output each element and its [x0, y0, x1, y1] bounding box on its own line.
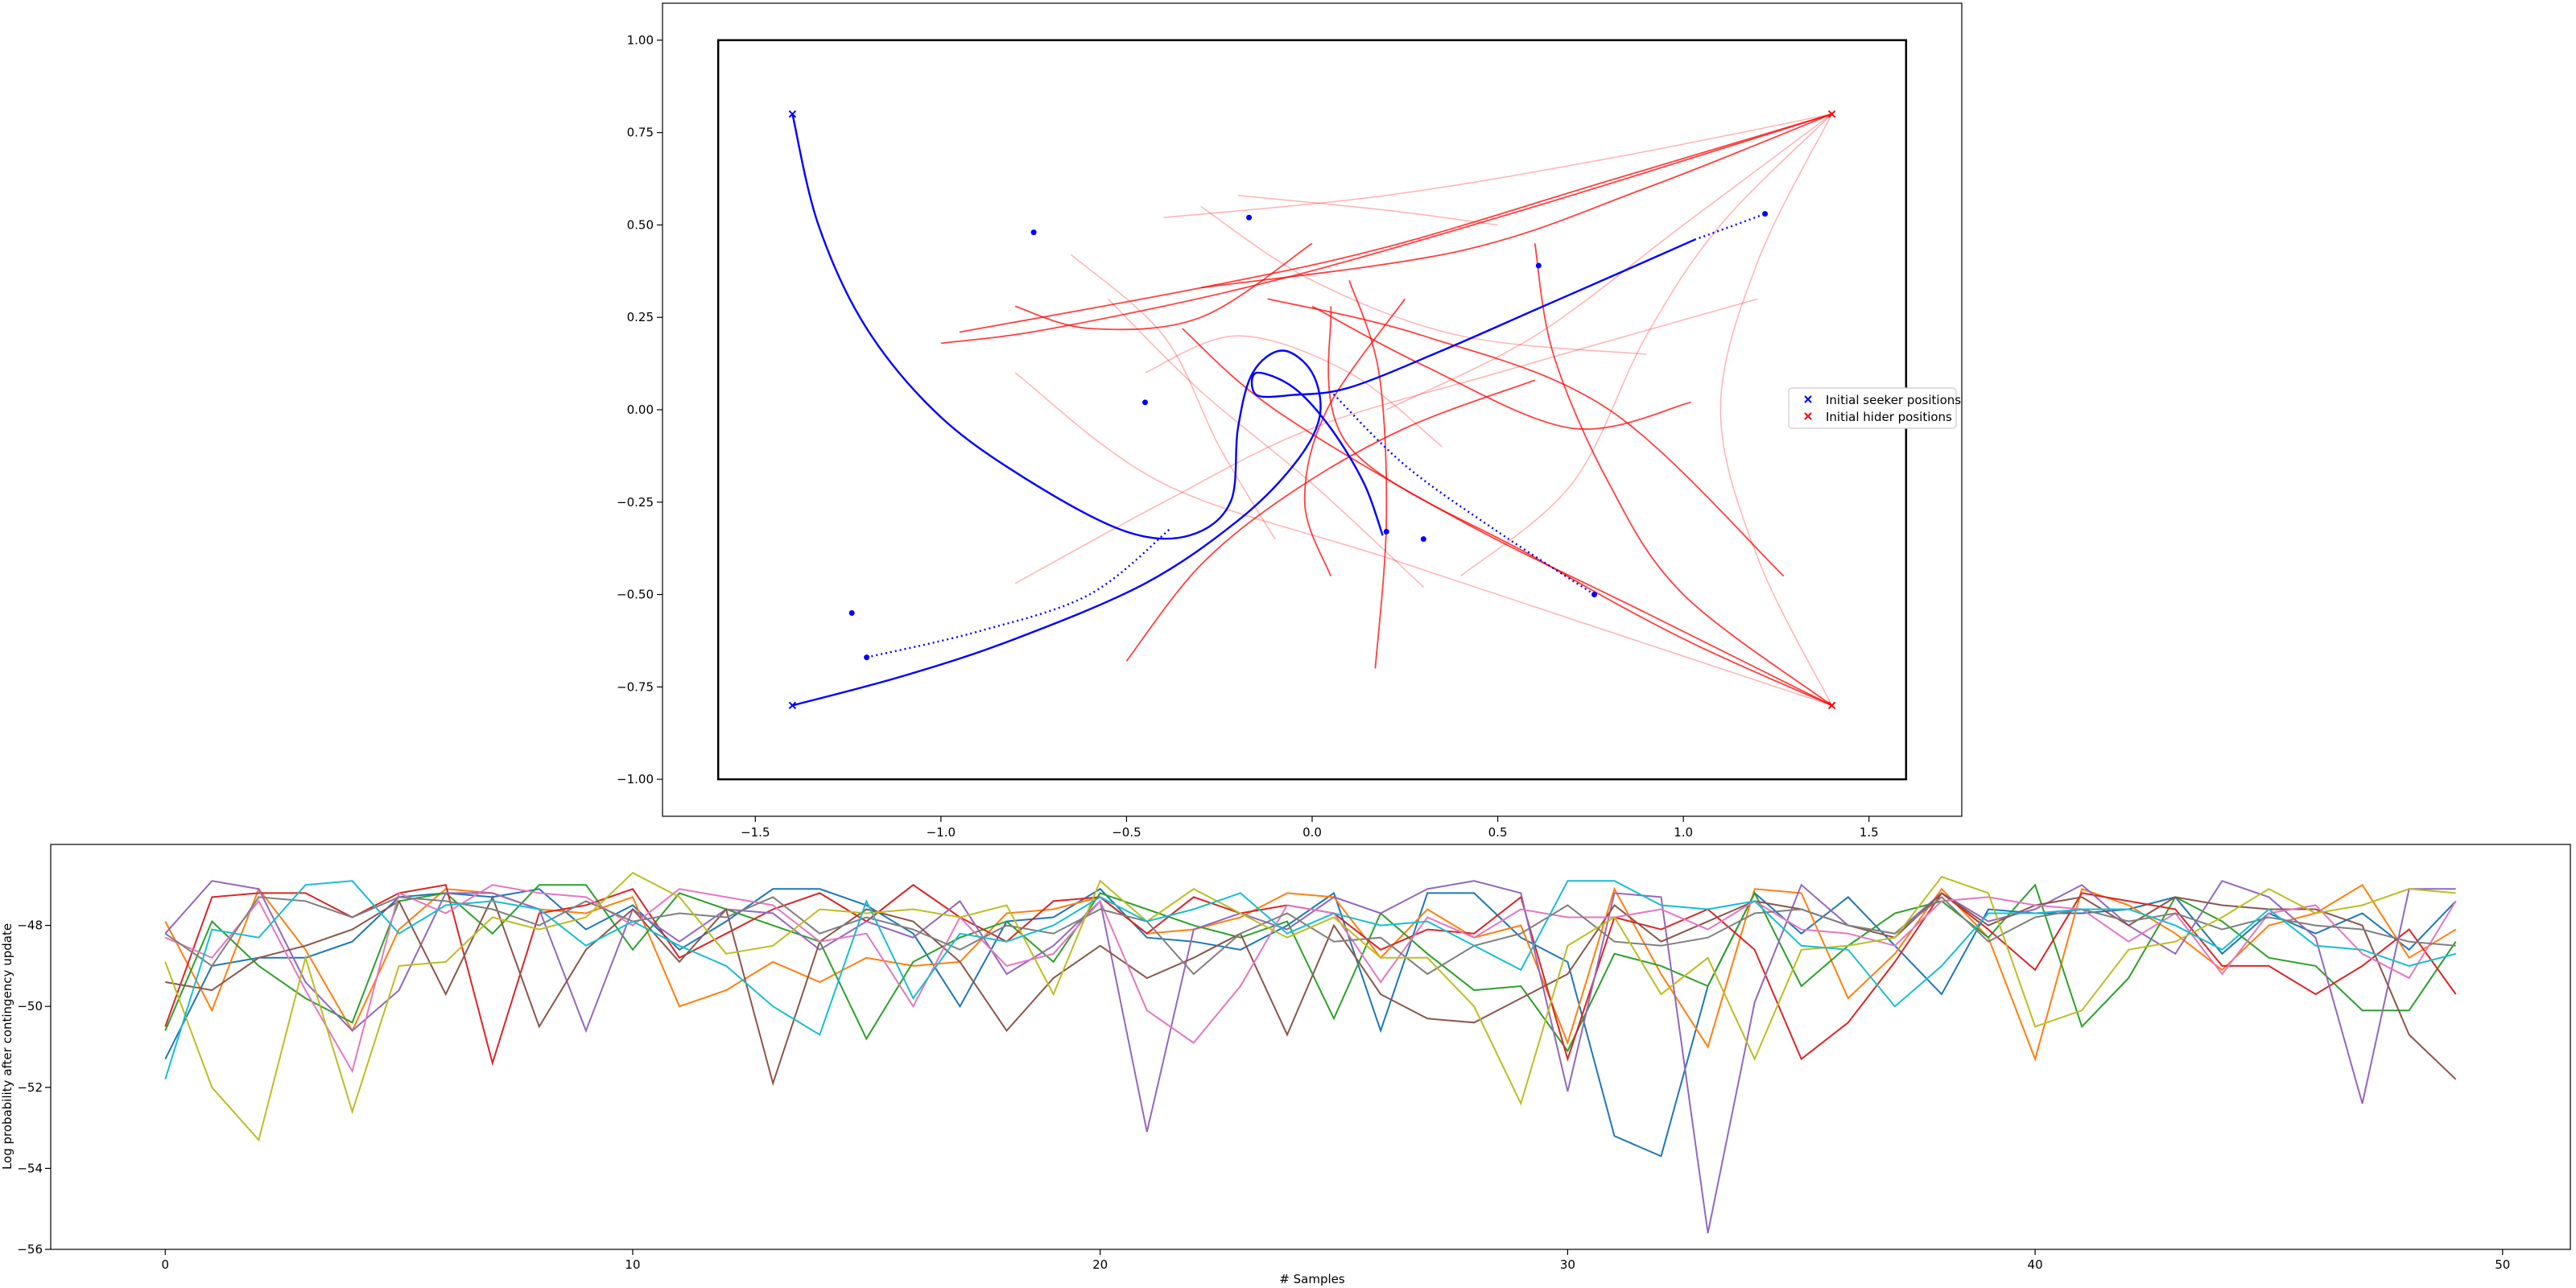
- legend: Initial seeker positions Initial hider p…: [1788, 387, 1961, 429]
- hider-path: [1267, 298, 1785, 577]
- hider-path: [940, 113, 1832, 345]
- legend-box: [1788, 387, 1957, 429]
- seeker-point: [1246, 214, 1253, 221]
- series-line: [165, 892, 2457, 1087]
- seeker-path: [791, 114, 1322, 707]
- seeker-point: [848, 610, 855, 616]
- x-tick-label: 0: [161, 1257, 169, 1272]
- hider-path-faint: [1163, 113, 1832, 219]
- x-tick-label: 40: [2028, 1257, 2043, 1272]
- log-probability-chart: 0 10 20 30 40 50 −48 −50 −52 −54 −56 # Samples Lo…: [0, 844, 2571, 1286]
- y-tick-label: −1.00: [617, 772, 654, 786]
- initial-hider-marker: [1827, 110, 1836, 118]
- y-tick-label: 0.00: [627, 402, 654, 417]
- legend-entry-hider: Initial hider positions: [1804, 410, 1952, 424]
- seeker-path-dotted: [1694, 213, 1766, 241]
- legend-hider-marker: [1804, 412, 1812, 420]
- log-probability-x-ticks: 0 10 20 30 40 50: [161, 1249, 2510, 1272]
- legend-entry-seeker: Initial seeker positions: [1804, 393, 1961, 407]
- initial-position-markers: [788, 110, 1836, 709]
- hider-path-faint: [1200, 205, 1647, 355]
- seeker-point: [1762, 211, 1769, 217]
- x-tick-label: 50: [2495, 1257, 2510, 1272]
- y-tick-label: 0.50: [627, 217, 654, 232]
- legend-seeker-marker: [1804, 395, 1812, 403]
- y-tick-label: −56: [17, 1242, 43, 1257]
- hider-path: [1303, 298, 1406, 576]
- y-tick-label: −0.50: [617, 588, 654, 602]
- seeker-point: [864, 654, 870, 661]
- series-line: [164, 883, 2457, 1053]
- x-tick-label: 1.0: [1674, 825, 1693, 840]
- hider-path: [1014, 242, 1313, 331]
- hider-path-faint: [1237, 194, 1498, 226]
- x-tick-label: 20: [1092, 1257, 1108, 1272]
- trajectory-x-ticks: −1.5 −1.0 −0.5 0.0 0.5 1.0 1.5: [741, 816, 1879, 840]
- hider-path: [1348, 280, 1388, 669]
- hider-path: [1327, 306, 1832, 707]
- x-tick-label: 1.5: [1860, 825, 1879, 840]
- log-probability-series: [164, 871, 2457, 1234]
- seeker-point: [1141, 399, 1148, 406]
- x-tick-label: 10: [625, 1257, 640, 1272]
- hider-path-faint: [1145, 335, 1443, 448]
- initial-seeker-marker: [788, 110, 797, 118]
- series-line: [164, 880, 2456, 1080]
- initial-seeker-marker: [788, 701, 797, 709]
- y-tick-label: 0.75: [627, 126, 654, 140]
- seeker-path-dotted: [866, 526, 1172, 658]
- legend-hider-label: Initial hider positions: [1826, 410, 1952, 424]
- hider-path-faint: [1719, 114, 1833, 706]
- series-line: [164, 884, 2457, 1074]
- seeker-point: [1383, 529, 1389, 535]
- x-tick-label: 0.0: [1302, 825, 1322, 840]
- series-line: [164, 871, 2456, 1142]
- x-tick-label: −1.5: [741, 825, 770, 840]
- hider-path-faint: [1460, 114, 1833, 577]
- y-tick-label: 0.25: [627, 310, 654, 324]
- hider-path: [1125, 379, 1536, 662]
- y-axis-label: Log probability after contingency update: [0, 923, 14, 1170]
- initial-hider-marker: [1827, 701, 1836, 709]
- seeker-path: [1250, 238, 1695, 536]
- hider-path-faint: [1385, 114, 1833, 411]
- y-tick-label: −54: [17, 1161, 43, 1175]
- seeker-point: [1420, 536, 1426, 543]
- y-tick-label: −50: [17, 999, 43, 1013]
- y-tick-label: 1.00: [627, 33, 654, 47]
- trajectory-chart: −1.5 −1.0 −0.5 0.0 0.5 1.0 1.5 1.00 0.75 0.50 0.2…: [617, 2, 1963, 840]
- x-axis-label: # Samples: [1279, 1272, 1345, 1286]
- hider-paths-faint: [1014, 113, 1833, 707]
- seeker-paths: [791, 114, 1766, 707]
- x-tick-label: 30: [1560, 1257, 1575, 1272]
- hider-path-faint: [1014, 372, 1832, 707]
- trajectory-plot-area: [662, 2, 1963, 817]
- seeker-point: [1030, 229, 1037, 236]
- trajectory-y-ticks: 1.00 0.75 0.50 0.25 0.00 −0.25 −0.50 −0.75 −1.00: [617, 33, 663, 786]
- hider-path: [959, 113, 1832, 333]
- hider-path-faint: [1070, 254, 1276, 540]
- y-tick-label: −48: [17, 919, 43, 933]
- seeker-point: [1535, 262, 1542, 269]
- seeker-point: [1591, 592, 1597, 598]
- log-probability-y-ticks: −48 −50 −52 −54 −56: [17, 919, 51, 1257]
- hider-path: [1534, 243, 1833, 707]
- seeker-points: [848, 211, 1769, 661]
- x-tick-label: −0.5: [1112, 825, 1141, 840]
- hider-paths-strong: [940, 113, 1833, 707]
- x-tick-label: −1.0: [927, 825, 956, 840]
- legend-seeker-label: Initial seeker positions: [1826, 393, 1961, 407]
- series-line: [164, 880, 2456, 1234]
- hider-path: [1311, 305, 1691, 430]
- hider-path-faint: [1014, 298, 1758, 584]
- y-tick-label: −52: [17, 1080, 43, 1095]
- hider-path: [1200, 113, 1832, 289]
- series-line: [164, 883, 2457, 1062]
- x-tick-label: 0.5: [1488, 825, 1508, 840]
- y-tick-label: −0.75: [617, 679, 654, 694]
- y-tick-label: −0.25: [617, 495, 654, 510]
- hider-path-faint: [1107, 298, 1424, 588]
